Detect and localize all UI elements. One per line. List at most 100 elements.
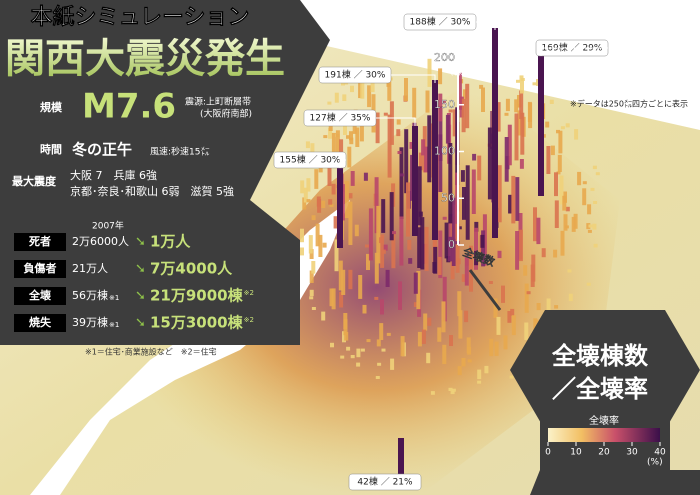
map-bar xyxy=(588,224,593,228)
map-bar xyxy=(363,172,368,181)
map-bar xyxy=(574,129,579,140)
map-bar xyxy=(418,152,423,171)
map-bar xyxy=(349,131,353,141)
map-bar xyxy=(329,203,334,207)
bar-field xyxy=(300,28,600,478)
map-bar xyxy=(383,244,388,251)
map-bar xyxy=(396,129,401,137)
map-bar xyxy=(380,299,384,315)
map-bar xyxy=(496,102,501,132)
map-bar xyxy=(451,388,456,392)
map-bar xyxy=(342,94,347,101)
map-bar xyxy=(309,289,314,297)
map-bar xyxy=(474,250,479,266)
row-label: 死者 xyxy=(29,234,51,248)
map-bar xyxy=(449,335,453,346)
time-label: 時間 xyxy=(40,142,62,156)
map-bar xyxy=(328,127,333,139)
map-bar xyxy=(427,115,432,183)
arrow: ➘ xyxy=(135,262,146,277)
map-bar xyxy=(348,269,353,290)
map-bar xyxy=(517,95,521,108)
map-bar xyxy=(568,293,573,302)
map-bar xyxy=(379,323,384,340)
map-bar xyxy=(442,216,447,220)
map-bar xyxy=(514,99,519,113)
legend-panel xyxy=(510,310,700,430)
year: 2007年 xyxy=(92,220,124,232)
row-label-box xyxy=(14,233,66,251)
map-bar xyxy=(412,87,417,118)
map-bar xyxy=(311,261,316,274)
row-label-box xyxy=(14,260,66,278)
map-bar xyxy=(348,201,353,245)
map-bar xyxy=(562,195,567,211)
map-bar xyxy=(501,285,505,303)
old-value: 21万人 xyxy=(72,262,108,275)
map-bar xyxy=(586,223,591,230)
intensity: 大阪 7 兵庫 6強 xyxy=(70,168,157,182)
map-bar xyxy=(511,175,516,224)
map-bar xyxy=(442,344,447,365)
map-bar xyxy=(480,234,485,248)
map-bar xyxy=(338,260,343,291)
new-note: ※2 xyxy=(244,316,254,324)
legend-tick-label: 20 xyxy=(598,448,610,458)
map-bar xyxy=(527,101,532,122)
intensity-label: 最大震度 xyxy=(12,174,57,188)
scale-unit: (棟) xyxy=(450,66,466,78)
map-bar xyxy=(321,200,326,208)
map-bar xyxy=(424,226,429,271)
map-bar xyxy=(391,231,396,269)
map-bar xyxy=(399,216,404,266)
map-bar xyxy=(318,234,323,257)
map-bar xyxy=(530,264,535,287)
map-bar xyxy=(341,269,346,295)
map-bar xyxy=(398,281,402,310)
map-bar xyxy=(563,214,568,231)
callouts: 188棟 ／ 30%169棟 ／ 29%191棟 ／ 30%127棟 ／ 35%… xyxy=(273,13,609,491)
callout-label: 188棟 ／ 30% xyxy=(410,16,471,28)
map-bar xyxy=(331,288,336,310)
map-bar xyxy=(300,180,305,194)
map-bar xyxy=(389,101,394,145)
magnitude: M7.6 xyxy=(82,87,176,127)
map-bar xyxy=(451,197,456,266)
map-bar xyxy=(504,137,509,182)
map-bar xyxy=(466,337,471,354)
map-bar xyxy=(309,249,314,259)
arrow: ➘ xyxy=(135,289,146,304)
map-bar xyxy=(456,258,461,265)
map-bar xyxy=(417,166,422,226)
map-bar xyxy=(331,183,336,195)
map-bar xyxy=(510,308,515,316)
new-value: 21万9000棟 xyxy=(150,287,244,305)
map-bar xyxy=(472,153,477,161)
map-bar xyxy=(474,227,478,270)
scale-tick-label: 50 xyxy=(441,191,455,204)
map-bar xyxy=(533,207,537,242)
map-bar xyxy=(493,298,498,318)
map-bar xyxy=(359,111,364,142)
map-bar xyxy=(352,123,357,134)
main-title: 関西大震災発生 xyxy=(5,35,285,82)
map-bar xyxy=(523,265,528,276)
map-bar xyxy=(426,352,431,364)
map-bar xyxy=(545,121,550,128)
map-bar xyxy=(524,283,529,313)
map-bar xyxy=(375,376,380,379)
map-bar xyxy=(567,269,572,273)
map-bar xyxy=(511,315,516,336)
map-bar xyxy=(546,298,551,311)
map-bar xyxy=(477,380,482,384)
callout-label: 42棟 ／ 21% xyxy=(357,476,413,488)
map-bar xyxy=(381,249,386,254)
map-bar xyxy=(461,98,466,133)
map-bar xyxy=(302,197,307,210)
callout-label: 127棟 ／ 35% xyxy=(310,112,371,124)
series-title: 本紙シミュレーション xyxy=(30,4,249,30)
map-bar xyxy=(328,123,333,131)
map-bar xyxy=(593,201,598,204)
